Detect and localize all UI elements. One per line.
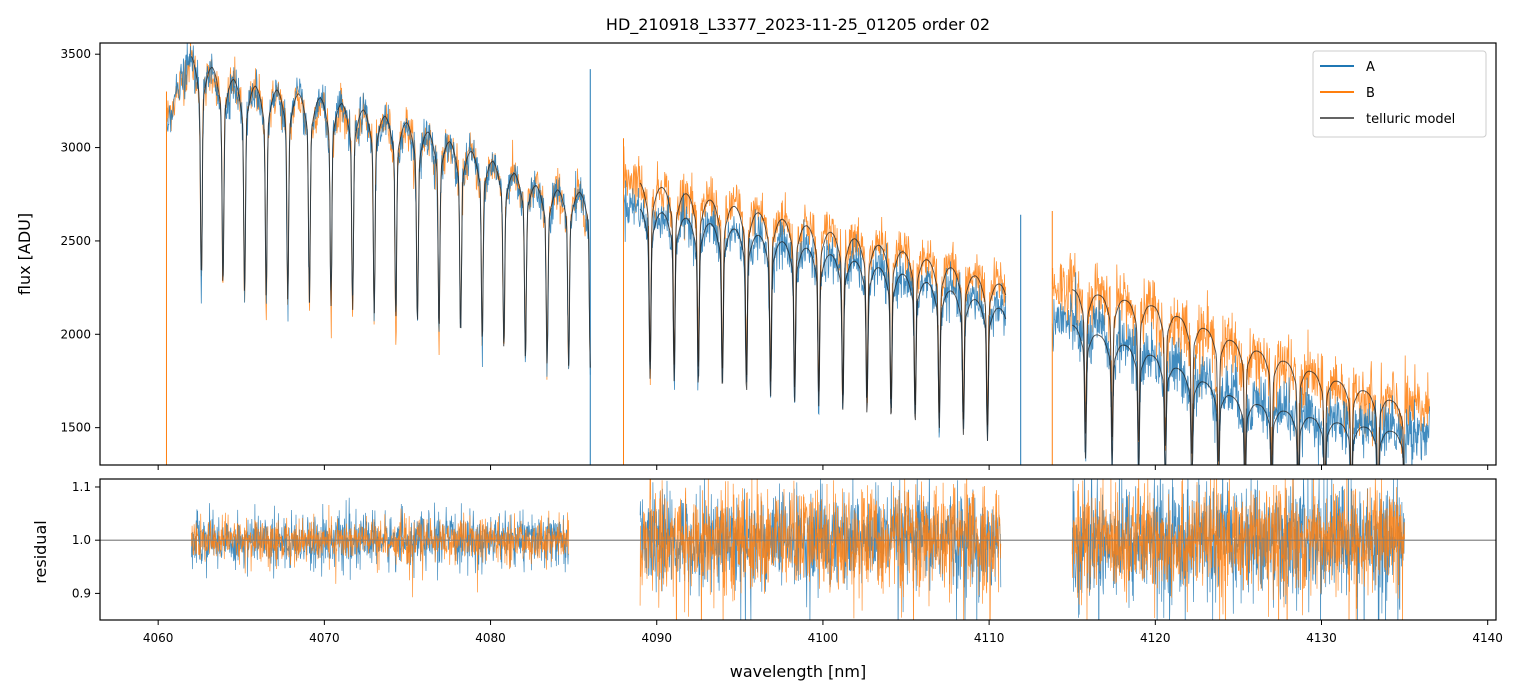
telluric-model-line-5 <box>1072 324 1404 465</box>
flux-y-axis-label: flux [ADU] <box>15 213 34 295</box>
legend-entry-b: B <box>1366 86 1375 101</box>
legend: A B telluric model <box>1312 50 1487 138</box>
series-b-residual-segment-2 <box>639 479 1002 620</box>
flux-y-tick-label: 1500 <box>60 421 91 435</box>
residual-plot-area <box>100 479 1496 620</box>
x-tick-label: 4130 <box>1306 631 1337 645</box>
x-tick-label: 4080 <box>475 631 506 645</box>
flux-y-tick-label: 2500 <box>60 234 91 248</box>
chart-title: HD_210918_L3377_2023-11-25_01205 order 0… <box>606 15 990 35</box>
series-a-flux-segment-1 <box>166 43 591 377</box>
x-tick-label: 4140 <box>1472 631 1503 645</box>
x-tick-label: 4120 <box>1140 631 1171 645</box>
series-b-residual-segment-1 <box>191 504 570 598</box>
flux-y-ticks: 1500 2000 2500 3000 3500 <box>60 47 100 435</box>
telluric-model-line-3 <box>639 208 1007 442</box>
residual-y-tick-label: 0.9 <box>72 586 91 600</box>
series-b-flux-segment-2 <box>623 146 1007 433</box>
flux-y-tick-label: 3000 <box>60 141 91 155</box>
flux-panel: 1500 2000 2500 3000 3500 flux [ADU] A B tell… <box>15 42 1497 470</box>
series-b-flux-segment-3 <box>1051 252 1430 465</box>
residual-y-tick-label: 1.0 <box>72 533 91 547</box>
residual-y-ticks: 0.9 1.0 1.1 <box>72 480 100 600</box>
flux-y-tick-label: 3500 <box>60 47 91 61</box>
flux-x-ticks <box>157 465 1489 470</box>
telluric-model-line-1 <box>190 56 591 368</box>
residual-x-ticks: 4060 4070 4080 4090 4100 4110 4120 4130 4140 <box>143 620 1503 645</box>
residual-y-axis-label: residual <box>31 520 50 583</box>
residual-panel: 0.9 1.0 1.1 4060 4070 4080 4090 4100 4110 4120 41… <box>31 478 1503 681</box>
legend-entry-telluric-model: telluric model <box>1366 112 1455 127</box>
flux-axes-frame <box>99 42 1497 466</box>
series-b-residual-segment-3 <box>1071 479 1405 620</box>
series-a-flux-segment-2 <box>623 180 1007 441</box>
legend-entry-a: A <box>1366 60 1375 75</box>
flux-plot-area <box>165 43 1430 465</box>
residual-y-tick-label: 1.1 <box>72 480 91 494</box>
residual-axes-frame <box>99 478 1497 621</box>
x-axis-label: wavelength [nm] <box>730 662 867 681</box>
telluric-model-line-4 <box>1072 289 1405 465</box>
x-tick-label: 4100 <box>808 631 839 645</box>
x-tick-label: 4090 <box>641 631 672 645</box>
x-tick-label: 4110 <box>974 631 1005 645</box>
series-a-flux-segment-3 <box>1051 272 1430 465</box>
telluric-model-line-2 <box>639 182 1007 426</box>
legend-box <box>1312 50 1487 138</box>
x-tick-label: 4070 <box>309 631 340 645</box>
flux-y-tick-label: 2000 <box>60 327 91 341</box>
x-tick-label: 4060 <box>143 631 174 645</box>
